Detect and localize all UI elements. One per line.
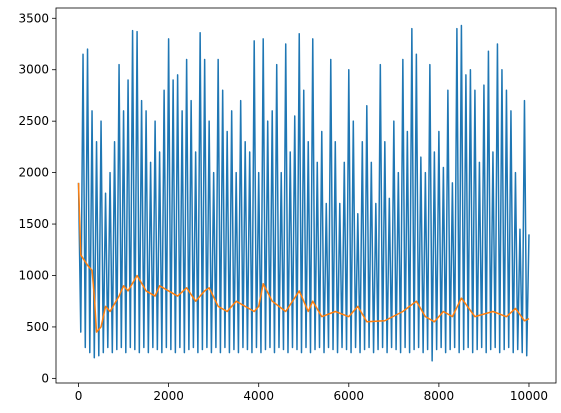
x-tick-label: 10000 <box>510 389 548 403</box>
x-tick-label: 6000 <box>334 389 365 403</box>
y-tick-label: 500 <box>26 320 49 334</box>
y-tick-label: 3500 <box>18 11 49 25</box>
y-tick-label: 2000 <box>18 166 49 180</box>
x-tick-label: 4000 <box>243 389 274 403</box>
y-tick-label: 1000 <box>18 268 49 282</box>
plot-frame <box>55 7 557 384</box>
y-tick-label: 0 <box>41 371 49 385</box>
data-line <box>77 182 530 333</box>
x-tick-label: 2000 <box>153 389 184 403</box>
data-line <box>77 24 530 362</box>
x-tick-label: 8000 <box>424 389 455 403</box>
y-tick-label: 3000 <box>18 63 49 77</box>
x-tick-label: 0 <box>75 389 83 403</box>
y-tick-label: 1500 <box>18 217 49 231</box>
y-tick-label: 2500 <box>18 114 49 128</box>
